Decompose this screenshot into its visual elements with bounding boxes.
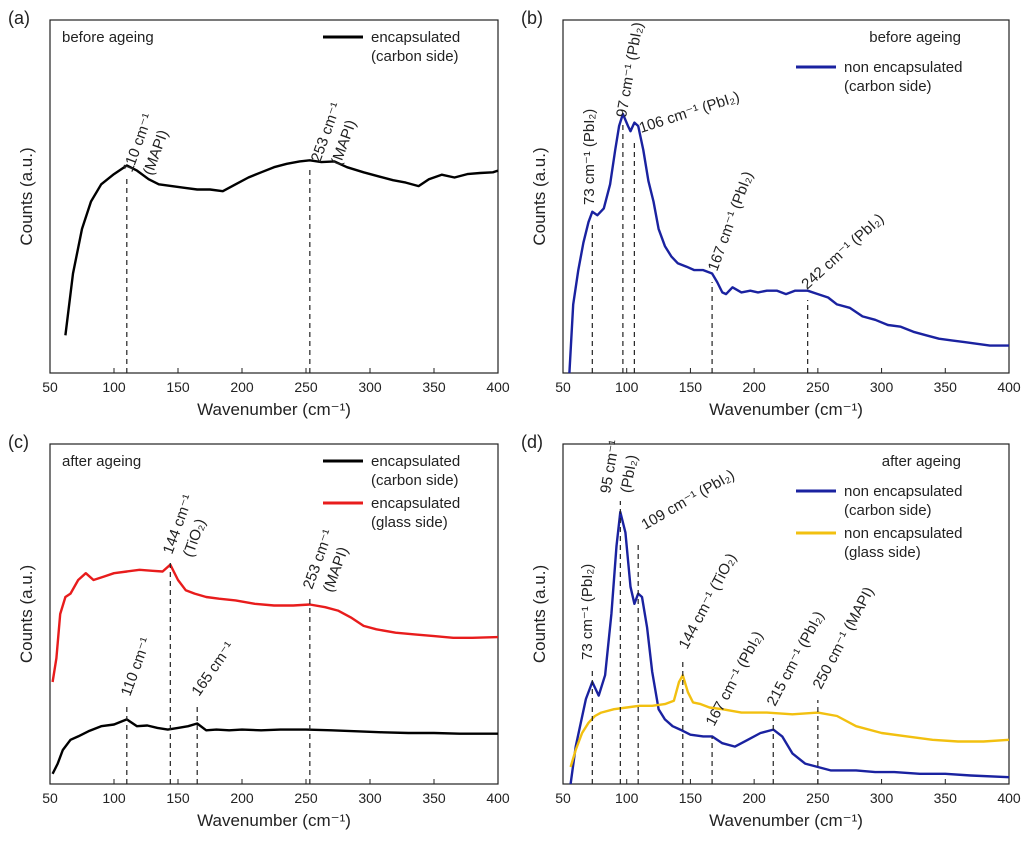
x-tick-label: 150 [679, 790, 703, 806]
plot-frame [49, 19, 499, 374]
x-tick-label: 400 [997, 790, 1021, 806]
x-tick-label: 50 [42, 790, 58, 806]
legend-label: encapsulated (carbon side) [371, 29, 460, 65]
legend-label: encapsulated (glass side) [371, 495, 460, 531]
peak-label: 215 cm⁻¹ (PbI₂) [764, 609, 828, 709]
peak-label: 109 cm⁻¹ (PbI₂) [639, 466, 738, 533]
condition-label: before ageing [62, 29, 154, 46]
condition-label: before ageing [869, 29, 961, 46]
peak-label: 253 cm⁻¹(MAPI) [308, 100, 364, 171]
peak-label: 73 cm⁻¹ (PbI₂) [579, 564, 596, 660]
series-line [568, 112, 1009, 374]
panel-letter: (a) [8, 8, 30, 28]
x-tick-label: 350 [934, 379, 958, 395]
legend-label: encapsulated (carbon side) [371, 453, 460, 489]
panel-c: 50 100 150 200 250 300 350 400 Wavenumber (cm⁻¹)… [8, 432, 510, 830]
y-axis-label: Counts (a.u.) [530, 147, 549, 245]
x-tick-label: 250 [806, 379, 830, 395]
x-tick-label: 100 [615, 379, 639, 395]
series-line [569, 510, 1010, 785]
plot-frame [49, 443, 499, 785]
condition-label: after ageing [62, 453, 141, 470]
x-axis-label: Wavenumber (cm⁻¹) [197, 400, 351, 419]
x-tick-label: 100 [102, 379, 126, 395]
plot-frame [562, 19, 1010, 374]
panel-letter: (b) [521, 8, 543, 28]
x-tick-label: 300 [870, 379, 894, 395]
x-tick-label: 150 [679, 379, 703, 395]
x-tick-label: 300 [358, 379, 382, 395]
x-tick-label: 200 [742, 379, 766, 395]
peak-label: 110 cm⁻¹(MAPI) [120, 111, 176, 181]
x-tick-label: 50 [555, 379, 571, 395]
peak-label: 167 cm⁻¹ (PbI₂) [705, 169, 757, 273]
series-line [569, 674, 1010, 768]
legend-entry: encapsulated (carbon side) [323, 453, 460, 489]
legend-label: non encapsulated (carbon side) [844, 483, 962, 519]
x-tick-label: 150 [166, 790, 190, 806]
peak-label: 144 cm⁻¹(TiO₂) [160, 492, 216, 563]
legend-entry: encapsulated (glass side) [323, 495, 460, 531]
x-axis-label: Wavenumber (cm⁻¹) [709, 400, 863, 419]
peak-label: 97 cm⁻¹ (PbI₂) [613, 21, 646, 119]
legend-entry: encapsulated (carbon side) [323, 29, 460, 65]
x-tick-label: 300 [870, 790, 894, 806]
legend-entry: non encapsulated (carbon side) [796, 483, 962, 519]
peak-label: 165 cm⁻¹ [188, 639, 238, 700]
x-tick-label: 50 [555, 790, 571, 806]
x-tick-label: 250 [294, 790, 318, 806]
condition-label: after ageing [882, 453, 961, 470]
peak-label: 144 cm⁻¹ (TiO₂) [676, 551, 741, 652]
x-tick-label: 350 [422, 379, 446, 395]
legend-label: non encapsulated (glass side) [844, 525, 962, 561]
x-tick-label: 50 [42, 379, 58, 395]
series-line [51, 718, 498, 775]
series-line [51, 563, 499, 683]
x-tick-label: 400 [486, 790, 510, 806]
x-tick-label: 100 [615, 790, 639, 806]
panel-b: 50 100 150 200 250 300 350 400 Wavenumber (cm⁻¹)… [521, 8, 1021, 419]
x-tick-label: 200 [230, 379, 254, 395]
y-axis-label: Counts (a.u.) [17, 147, 36, 245]
peak-label: 242 cm⁻¹ (PbI₂) [798, 210, 887, 293]
x-tick-label: 300 [358, 790, 382, 806]
panel-letter: (c) [8, 432, 29, 452]
peak-label: 95 cm⁻¹(PbI₂) [597, 439, 643, 498]
x-tick-label: 250 [294, 379, 318, 395]
x-tick-label: 100 [102, 790, 126, 806]
peak-label: 106 cm⁻¹ (PbI₂) [637, 88, 742, 136]
x-axis-label: Wavenumber (cm⁻¹) [197, 811, 351, 830]
legend-entry: non encapsulated (carbon side) [796, 59, 962, 95]
legend-entry: non encapsulated (glass side) [796, 525, 962, 561]
x-tick-label: 350 [422, 790, 446, 806]
x-axis-label: Wavenumber (cm⁻¹) [709, 811, 863, 830]
x-tick-label: 150 [166, 379, 190, 395]
peak-label: 110 cm⁻¹ [118, 635, 155, 698]
series-line [64, 159, 499, 336]
peak-label: 250 cm⁻¹ (MAPI) [810, 584, 878, 692]
legend-label: non encapsulated (carbon side) [844, 59, 962, 95]
panel-a: 50 100 150 200 250 300 350 400 Wavenumber (cm⁻¹)… [8, 8, 510, 419]
panel-d: 50 100 150 200 250 300 350 400 Wavenumber (cm⁻¹)… [521, 432, 1021, 830]
x-tick-label: 400 [997, 379, 1021, 395]
x-tick-label: 350 [934, 790, 958, 806]
x-tick-label: 250 [806, 790, 830, 806]
x-tick-label: 400 [486, 379, 510, 395]
peak-label: 167 cm⁻¹ (PbI₂) [703, 629, 767, 729]
y-axis-label: Counts (a.u.) [530, 565, 549, 663]
panel-letter: (d) [521, 432, 543, 452]
peak-label: 73 cm⁻¹ (PbI₂) [581, 109, 598, 205]
y-axis-label: Counts (a.u.) [17, 565, 36, 663]
x-tick-label: 200 [230, 790, 254, 806]
plot-frame [562, 443, 1010, 785]
x-tick-label: 200 [742, 790, 766, 806]
peak-label: 253 cm⁻¹(MAPI) [300, 527, 356, 598]
